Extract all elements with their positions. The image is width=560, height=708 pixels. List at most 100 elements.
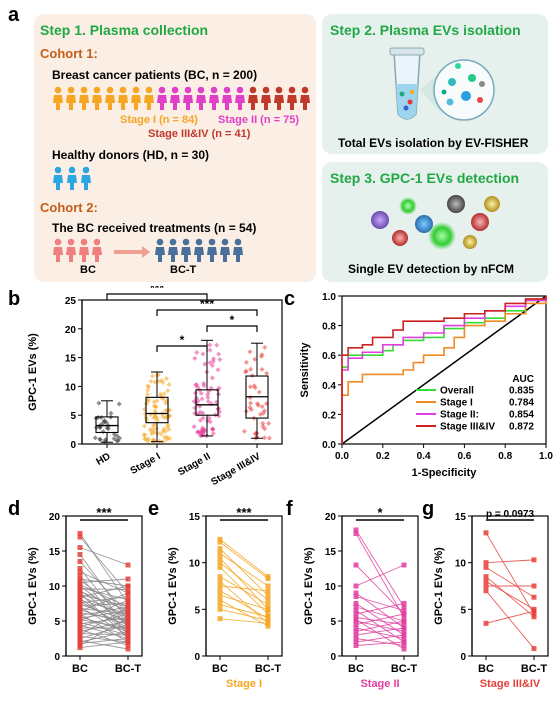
paired-line [79, 631, 129, 643]
ev-isolation-illustration [389, 47, 495, 121]
bct-point [401, 618, 407, 624]
y-axis-label: GPC-1 EVs (%) [167, 547, 179, 625]
data-point [101, 418, 107, 424]
data-point [207, 347, 213, 353]
person-body [79, 95, 89, 110]
bc-point [217, 597, 223, 603]
panel-d-paired: 0 5 10 15 20 GPC-1 EVs (%) BC BC-T *** [27, 505, 143, 675]
person-body [53, 175, 63, 190]
data-point [108, 410, 114, 416]
patient-icon [183, 86, 193, 110]
person-head [182, 238, 190, 246]
legend-auc: 0.872 [509, 422, 534, 433]
bc-patient-icons [53, 86, 310, 110]
panel-letter-a: a [8, 4, 20, 26]
data-point [202, 428, 208, 434]
bct-point [401, 604, 407, 610]
data-point [216, 351, 222, 357]
y-tick-label: 20 [325, 512, 337, 523]
y-tick-label: 10 [325, 582, 337, 593]
person-body [92, 95, 102, 110]
y-tick-label: 0 [330, 652, 336, 663]
x-tick-label: BC-T [521, 663, 548, 675]
data-point [215, 367, 221, 373]
data-point [148, 412, 154, 418]
y-tick-label: 0 [460, 652, 466, 663]
paired-line [79, 575, 129, 636]
bc-point [217, 592, 223, 598]
bct-point [265, 623, 271, 629]
person-body [67, 175, 77, 190]
data-point [248, 407, 254, 413]
paired-line [219, 562, 269, 601]
panel-letter-d: d [8, 498, 21, 520]
bc-point [483, 564, 489, 570]
bct-icon [181, 238, 191, 262]
bc-point [77, 569, 83, 575]
box [145, 396, 169, 424]
person-head [145, 86, 153, 94]
data-point [211, 356, 217, 362]
patient-icon [300, 86, 310, 110]
plot-frame [205, 515, 283, 657]
bc-point [217, 560, 223, 566]
data-point [259, 404, 265, 410]
y-tick-label: 5 [330, 617, 336, 628]
bct-point [125, 629, 131, 634]
data-point [152, 379, 158, 385]
patient-icon [144, 86, 154, 110]
data-point [195, 384, 201, 390]
data-point [152, 408, 158, 414]
bc-point [353, 622, 359, 627]
person-body [287, 95, 297, 110]
data-point [145, 436, 151, 442]
data-point [209, 363, 215, 369]
paired-line [485, 566, 535, 598]
patient-icon [261, 86, 271, 110]
legend-label: Stage II: [440, 410, 479, 421]
person-head [119, 86, 127, 94]
person-body [196, 95, 206, 110]
paired-line [79, 613, 129, 628]
data-point [254, 401, 260, 407]
bct-point [265, 576, 271, 582]
bct-point [265, 592, 271, 598]
patient-icon [118, 86, 128, 110]
patient-icon [131, 86, 141, 110]
y-tick-label: 0.6 [322, 351, 336, 362]
data-point [142, 411, 148, 417]
donor-icon [81, 166, 91, 190]
data-point [111, 436, 117, 442]
bc-point [353, 608, 359, 613]
data-point [160, 396, 166, 402]
paired-line [219, 585, 269, 592]
data-point [197, 417, 203, 423]
person-head [249, 86, 257, 94]
data-point [160, 379, 166, 385]
data-point [209, 375, 215, 381]
patient-icon [274, 86, 284, 110]
person-body [183, 95, 193, 110]
bc-point [353, 604, 359, 610]
donor-icon [67, 166, 77, 190]
data-point [165, 388, 171, 394]
data-point [248, 400, 254, 406]
bct-point [125, 636, 131, 641]
y-tick-label: 0.2 [322, 410, 336, 421]
person-head [208, 238, 216, 246]
x-tick-label: 1.0 [539, 451, 553, 462]
bc-point [217, 588, 223, 594]
x-tick-label: BC [72, 663, 88, 675]
paired-line [355, 564, 405, 615]
step3-box [322, 162, 548, 282]
donor-icon [53, 166, 63, 190]
paired-line [219, 599, 269, 627]
bct-icon [207, 238, 217, 262]
paired-line [79, 578, 129, 583]
data-point [197, 403, 203, 409]
data-point [200, 415, 206, 421]
plot-frame [65, 515, 143, 657]
data-point [95, 415, 101, 421]
paired-line [219, 604, 269, 618]
bc-icon [79, 238, 89, 262]
